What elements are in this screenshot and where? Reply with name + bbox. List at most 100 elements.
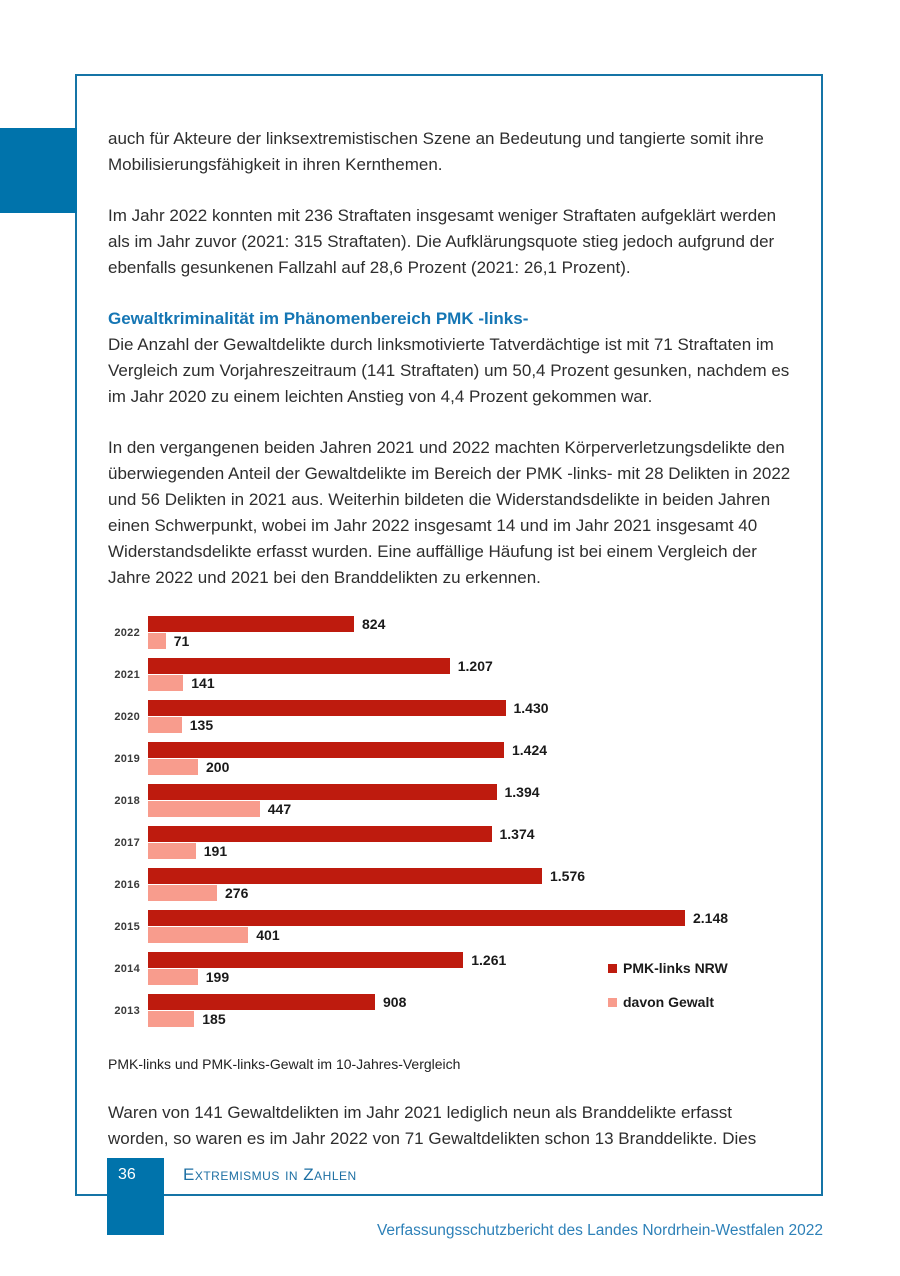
paragraph-mobilisierung: auch für Akteure der linksextremistische… bbox=[108, 129, 764, 174]
bar-value-label: 1.207 bbox=[457, 658, 493, 674]
chart-year-label: 2018 bbox=[114, 795, 140, 807]
bar-pmk-links bbox=[148, 616, 354, 632]
chart-year-label: 2020 bbox=[114, 711, 140, 723]
bar-value-label: 276 bbox=[225, 885, 249, 901]
bar-value-label: 1.394 bbox=[504, 784, 540, 800]
bar-value-label: 908 bbox=[383, 994, 407, 1010]
bar-line: 199 bbox=[148, 969, 792, 985]
bar-value-label: 141 bbox=[191, 675, 215, 691]
bar-pmk-links bbox=[148, 658, 450, 674]
bar-line: 191 bbox=[148, 843, 792, 859]
bar-pmk-links bbox=[148, 910, 685, 926]
bar-stack: 908 185 bbox=[148, 994, 792, 1028]
chart-row: 2016 1.576 276 bbox=[108, 868, 792, 902]
bar-value-label: 199 bbox=[205, 969, 230, 985]
bar-davon-gewalt bbox=[148, 927, 249, 943]
bar-davon-gewalt bbox=[148, 633, 166, 649]
chart-year-label: 2013 bbox=[114, 1005, 140, 1017]
legend-swatch-icon bbox=[608, 997, 617, 1007]
legend-label: davon Gewalt bbox=[623, 994, 715, 1010]
footer-section-title: Extremismus in Zahlen bbox=[183, 1165, 357, 1184]
bar-line: 2.148 bbox=[148, 910, 792, 926]
chart-row: 2017 1.374 191 bbox=[108, 826, 792, 860]
chart-row: 2018 1.394 447 bbox=[108, 784, 792, 818]
bar-value-label: 1.374 bbox=[499, 826, 535, 842]
legend-item: PMK-links NRW bbox=[608, 960, 728, 976]
bar-pmk-links bbox=[148, 994, 375, 1010]
bar-davon-gewalt bbox=[148, 885, 217, 901]
bar-value-label: 1.261 bbox=[471, 952, 507, 968]
chart-year-label: 2022 bbox=[114, 627, 140, 639]
bar-stack: 1.394 447 bbox=[148, 784, 792, 818]
bar-line: 908 bbox=[148, 994, 792, 1010]
bar-value-label: 447 bbox=[267, 801, 292, 817]
paragraph-aufklaerungsquote: Im Jahr 2022 konnten mit 236 Straftaten … bbox=[108, 206, 777, 277]
bar-davon-gewalt bbox=[148, 759, 198, 775]
footer-page-number-box: 36 bbox=[107, 1158, 164, 1235]
footer-report-title: Verfassungsschutzbericht des Landes Nord… bbox=[376, 1222, 823, 1239]
bar-stack: 1.261 199 bbox=[148, 952, 792, 986]
bar-davon-gewalt bbox=[148, 843, 196, 859]
bar-line: 185 bbox=[148, 1011, 792, 1027]
bar-line: 1.374 bbox=[148, 826, 792, 842]
chart-caption: PMK-links und PMK-links-Gewalt im 10-Jah… bbox=[108, 1056, 461, 1072]
bar-line: 276 bbox=[148, 885, 792, 901]
bar-line: 401 bbox=[148, 927, 792, 943]
bar-value-label: 1.576 bbox=[550, 868, 586, 884]
bar-pmk-links bbox=[148, 826, 492, 842]
bar-line: 71 bbox=[148, 633, 792, 649]
bar-line: 1.424 bbox=[148, 742, 792, 758]
bar-value-label: 200 bbox=[206, 759, 230, 775]
bar-pmk-links bbox=[148, 784, 497, 800]
bar-value-label: 1.424 bbox=[512, 742, 548, 758]
chart-legend: PMK-links NRW davon Gewalt bbox=[608, 960, 728, 1028]
legend-swatch-icon bbox=[608, 963, 617, 973]
bar-value-label: 71 bbox=[173, 633, 190, 649]
bar-value-label: 135 bbox=[189, 717, 214, 733]
bar-pmk-links bbox=[148, 742, 504, 758]
legend-item: davon Gewalt bbox=[608, 994, 728, 1010]
bar-line: 1.261 bbox=[148, 952, 792, 968]
bar-davon-gewalt bbox=[148, 1011, 195, 1027]
bar-line: 141 bbox=[148, 675, 792, 691]
bar-line: 1.576 bbox=[148, 868, 792, 884]
chart-row: 2022 824 71 bbox=[108, 616, 792, 650]
chart-row: 2013 908 185 bbox=[108, 994, 792, 1028]
chart-year-label: 2021 bbox=[114, 669, 140, 681]
page-number: 36 bbox=[118, 1166, 136, 1183]
bar-value-label: 1.430 bbox=[513, 700, 549, 716]
bar-line: 1.207 bbox=[148, 658, 792, 674]
bar-line: 200 bbox=[148, 759, 792, 775]
bar-value-label: 2.148 bbox=[693, 910, 729, 926]
bar-stack: 1.424 200 bbox=[148, 742, 792, 776]
bar-stack: 1.374 191 bbox=[148, 826, 792, 860]
chart-row: 2015 2.148 401 bbox=[108, 910, 792, 944]
bar-stack: 824 71 bbox=[148, 616, 792, 650]
bar-stack: 1.430 135 bbox=[148, 700, 792, 734]
chart-year-label: 2019 bbox=[114, 753, 140, 765]
chart-row: 2021 1.207 141 bbox=[108, 658, 792, 692]
bar-value-label: 185 bbox=[202, 1011, 226, 1027]
legend-label: PMK-links NRW bbox=[623, 960, 728, 976]
chart-row: 2014 1.261 199 bbox=[108, 952, 792, 986]
bar-davon-gewalt bbox=[148, 969, 198, 985]
bar-line: 1.430 bbox=[148, 700, 792, 716]
bar-line: 824 bbox=[148, 616, 792, 632]
chart-year-label: 2017 bbox=[114, 837, 140, 849]
chart-year-label: 2016 bbox=[114, 879, 140, 891]
chart-year-label: 2015 bbox=[114, 921, 140, 933]
section-heading: Gewaltkriminalität im Phänomenbereich PM… bbox=[108, 309, 529, 328]
paragraph-koerperverletzung: In den vergangenen beiden Jahren 2021 un… bbox=[108, 438, 791, 587]
paragraph-gewaltdelikte: Die Anzahl der Gewaltdelikte durch links… bbox=[108, 335, 790, 406]
bar-davon-gewalt bbox=[148, 675, 184, 691]
bar-value-label: 191 bbox=[203, 843, 228, 859]
page-content: auch für Akteure der linksextremistische… bbox=[108, 126, 792, 1177]
bar-line: 447 bbox=[148, 801, 792, 817]
bar-value-label: 824 bbox=[362, 616, 386, 632]
chart-row: 2020 1.430 135 bbox=[108, 700, 792, 734]
paragraph-branddelikte: Waren von 141 Gewaltdelikten im Jahr 202… bbox=[108, 1103, 757, 1148]
bar-davon-gewalt bbox=[148, 717, 182, 733]
bar-line: 135 bbox=[148, 717, 792, 733]
bar-value-label: 401 bbox=[256, 927, 280, 943]
